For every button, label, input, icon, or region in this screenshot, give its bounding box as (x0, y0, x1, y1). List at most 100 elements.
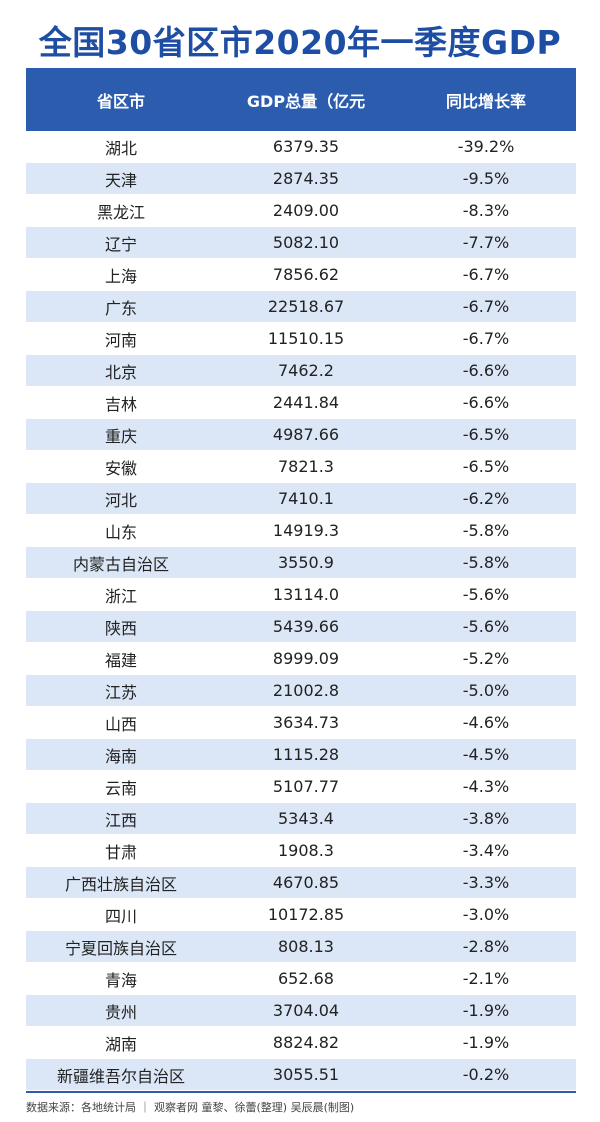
cell-province: 重庆 (104, 426, 137, 446)
cell-growth: -2.1% (462, 969, 510, 988)
cell-gdp: 3550.9 (278, 553, 334, 572)
header-growth: 同比增长率 (445, 91, 526, 111)
cell-gdp: 808.13 (278, 937, 334, 956)
cell-province: 河北 (104, 490, 137, 510)
cell-growth: -4.6% (462, 713, 510, 732)
table-row: 黑龙江 2409.00 -8.3% (26, 195, 576, 227)
cell-province: 山东 (104, 522, 137, 542)
cell-growth: -6.5% (462, 425, 510, 444)
cell-gdp: 21002.8 (272, 681, 340, 700)
cell-gdp: 7410.1 (278, 489, 334, 508)
cell-gdp: 10172.85 (267, 905, 345, 924)
cell-province: 福建 (104, 650, 137, 670)
cell-province: 江西 (104, 810, 137, 830)
cell-province: 云南 (104, 778, 137, 798)
cell-growth: -1.9% (462, 1033, 510, 1052)
cell-growth: -3.0% (462, 905, 510, 924)
cell-growth: -2.8% (462, 937, 510, 956)
table-header: 省区市 GDP总量（亿元 同比增长率 (26, 68, 576, 131)
table-row: 辽宁 5082.10 -7.7% (26, 227, 576, 259)
cell-gdp: 6379.35 (272, 137, 340, 156)
page-title: 全国30省区市2020年一季度GDP (38, 23, 562, 62)
cell-growth: -5.6% (462, 617, 510, 636)
table-row: 福建 8999.09 -5.2% (26, 643, 576, 675)
header-gdp: GDP总量（亿元 (246, 91, 366, 111)
table-row: 湖南 8824.82 -1.9% (26, 1027, 576, 1059)
table-row: 天津 2874.35 -9.5% (26, 163, 576, 195)
cell-gdp: 1908.3 (278, 841, 334, 860)
cell-growth: -1.9% (462, 1001, 510, 1020)
cell-growth: -8.3% (462, 201, 510, 220)
table-row: 北京 7462.2 -6.6% (26, 355, 576, 387)
cell-province: 宁夏回族自治区 (64, 938, 177, 958)
cell-gdp: 2441.84 (272, 393, 340, 412)
cell-growth: -6.7% (462, 329, 510, 348)
table-row: 宁夏回族自治区 808.13 -2.8% (26, 931, 576, 963)
cell-gdp: 2409.00 (272, 201, 340, 220)
table-row: 重庆 4987.66 -6.5% (26, 419, 576, 451)
table-row: 四川 10172.85 -3.0% (26, 899, 576, 931)
cell-growth: -5.6% (462, 585, 510, 604)
table-row: 内蒙古自治区 3550.9 -5.8% (26, 547, 576, 579)
cell-growth: -3.3% (462, 873, 510, 892)
cell-province: 广西壮族自治区 (64, 874, 177, 894)
cell-province: 黑龙江 (96, 202, 145, 222)
cell-province: 山西 (104, 714, 137, 734)
table-row: 浙江 13114.0 -5.6% (26, 579, 576, 611)
table-body: 湖北 6379.35 -39.2% 天津 2874.35 -9.5% 黑龙江 2409.00 -… (26, 131, 576, 1091)
table-row: 湖北 6379.35 -39.2% (26, 131, 576, 163)
cell-province: 北京 (104, 362, 137, 382)
cell-growth: -6.7% (462, 297, 510, 316)
cell-growth: -5.0% (462, 681, 510, 700)
cell-gdp: 8999.09 (272, 649, 340, 668)
table-row: 河北 7410.1 -6.2% (26, 483, 576, 515)
cell-growth: -6.2% (462, 489, 510, 508)
table-row: 广东 22518.67 -6.7% (26, 291, 576, 323)
cell-province: 青海 (104, 970, 137, 990)
cell-province: 上海 (104, 266, 137, 286)
table-row: 海南 1115.28 -4.5% (26, 739, 576, 771)
cell-growth: -3.8% (462, 809, 510, 828)
cell-gdp: 7821.3 (278, 457, 334, 476)
cell-growth: -5.8% (462, 521, 510, 540)
cell-gdp: 2874.35 (272, 169, 340, 188)
cell-gdp: 14919.3 (272, 521, 340, 540)
cell-growth: -5.8% (462, 553, 510, 572)
cell-province: 陕西 (104, 618, 137, 638)
table-row: 上海 7856.62 -6.7% (26, 259, 576, 291)
table-bottom-rule (26, 1091, 576, 1093)
cell-province: 江苏 (104, 682, 137, 702)
cell-growth: -9.5% (462, 169, 510, 188)
cell-gdp: 5082.10 (272, 233, 340, 252)
cell-gdp: 5439.66 (272, 617, 340, 636)
cell-growth: -5.2% (462, 649, 510, 668)
cell-growth: -4.5% (462, 745, 510, 764)
cell-province: 四川 (104, 906, 137, 926)
table-row: 广西壮族自治区 4670.85 -3.3% (26, 867, 576, 899)
cell-gdp: 3704.04 (272, 1001, 340, 1020)
table-row: 贵州 3704.04 -1.9% (26, 995, 576, 1027)
cell-gdp: 7462.2 (278, 361, 334, 380)
cell-province: 甘肃 (104, 842, 137, 862)
cell-growth: -6.6% (462, 393, 510, 412)
header-province: 省区市 (96, 91, 145, 111)
cell-gdp: 652.68 (278, 969, 334, 988)
table-row: 陕西 5439.66 -5.6% (26, 611, 576, 643)
cell-gdp: 4670.85 (272, 873, 340, 892)
cell-gdp: 4987.66 (272, 425, 340, 444)
cell-province: 内蒙古自治区 (72, 554, 169, 574)
table-row: 青海 652.68 -2.1% (26, 963, 576, 995)
cell-gdp: 7856.62 (272, 265, 340, 284)
cell-growth: -0.2% (462, 1065, 510, 1084)
cell-province: 浙江 (104, 586, 137, 606)
cell-province: 海南 (104, 746, 137, 766)
cell-gdp: 11510.15 (267, 329, 345, 348)
source-footer: 数据来源：各地统计局 ｜ 观察者网 童黎、徐蕾(整理) 吴辰晨(制图) (26, 1101, 355, 1114)
cell-province: 湖北 (104, 138, 137, 158)
cell-province: 湖南 (104, 1034, 137, 1054)
gdp-table: 省区市 GDP总量（亿元 同比增长率 湖北 6379.35 -39.2% 天津 2874… (26, 68, 576, 1093)
cell-gdp: 13114.0 (272, 585, 340, 604)
cell-province: 辽宁 (104, 234, 137, 254)
table-row: 甘肃 1908.3 -3.4% (26, 835, 576, 867)
cell-province: 贵州 (104, 1002, 137, 1022)
